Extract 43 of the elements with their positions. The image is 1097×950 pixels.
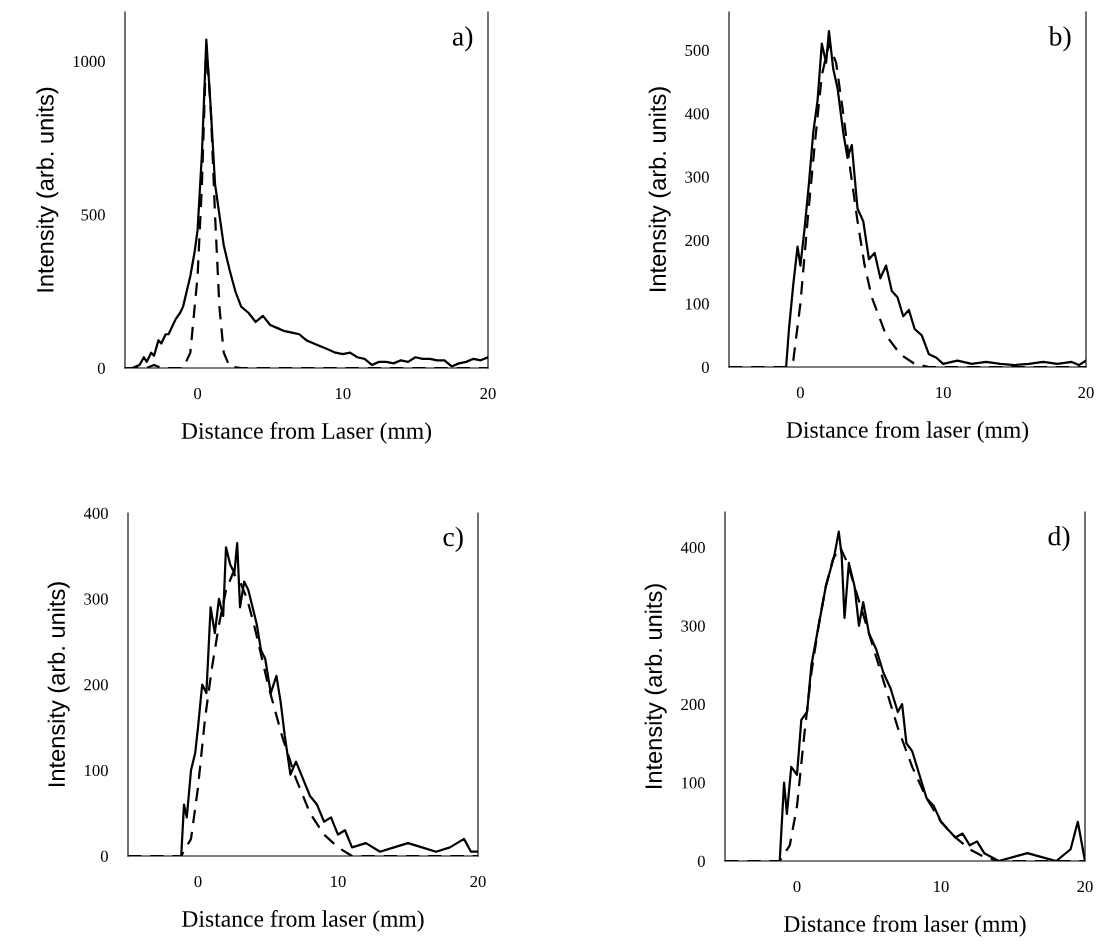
annotation: c) <box>443 526 463 552</box>
y-tick-label: 400 <box>83 507 108 519</box>
y-tick-label: 0 <box>100 850 108 862</box>
x-tick-label: 20 <box>1078 386 1094 399</box>
y-tick-label: 300 <box>685 171 709 183</box>
x-tick-label: 20 <box>480 387 496 400</box>
y-tick-label: 100 <box>85 764 108 777</box>
y-axis-title: Intensity (arb. units) <box>36 87 59 292</box>
y-axis-title: Intensity (arb. units) <box>644 584 667 788</box>
x-tick-label: 10 <box>936 386 951 399</box>
x-axis-title: Distance from laser (mm) <box>182 910 424 932</box>
x-tick-label: 20 <box>1077 880 1093 893</box>
y-tick-label: 0 <box>701 361 709 373</box>
y-tick-label: 500 <box>81 209 105 221</box>
y-tick-label: 0 <box>97 362 105 374</box>
x-axis-title: Distance from Laser (mm) <box>181 422 432 444</box>
y-tick-label: 300 <box>681 620 705 632</box>
x-tick-label: 10 <box>335 387 351 400</box>
x-tick-label: 0 <box>793 880 801 893</box>
y-tick-label: 200 <box>685 234 709 247</box>
x-tick-label: 0 <box>194 875 202 888</box>
y-tick-label: 200 <box>681 698 705 711</box>
y-tick-label: 100 <box>686 298 709 310</box>
x-axis-title: Distance from laser (mm) <box>786 421 1029 443</box>
y-axis-title: Intensity (arb. units) <box>648 87 671 291</box>
y-tick-label: 400 <box>684 108 709 120</box>
annotation: b) <box>1048 26 1071 52</box>
y-tick-label: 300 <box>84 593 108 605</box>
x-tick-label: 0 <box>194 387 202 400</box>
y-tick-label: 100 <box>682 777 705 789</box>
x-tick-label: 10 <box>934 880 949 893</box>
y-axis-title: Intensity (arb. units) <box>47 582 70 786</box>
x-tick-label: 20 <box>470 875 486 888</box>
y-tick-label: 400 <box>680 541 705 554</box>
x-tick-label: 10 <box>331 875 346 888</box>
x-tick-label: 0 <box>796 386 804 399</box>
y-tick-label: 1000 <box>73 55 105 68</box>
y-tick-label: 0 <box>697 855 705 867</box>
annotation: d) <box>1048 525 1070 552</box>
annotation: a) <box>452 26 473 52</box>
x-axis-title: Distance from laser (mm) <box>784 915 1026 937</box>
y-tick-label: 200 <box>84 679 108 691</box>
y-tick-label: 500 <box>685 44 709 56</box>
